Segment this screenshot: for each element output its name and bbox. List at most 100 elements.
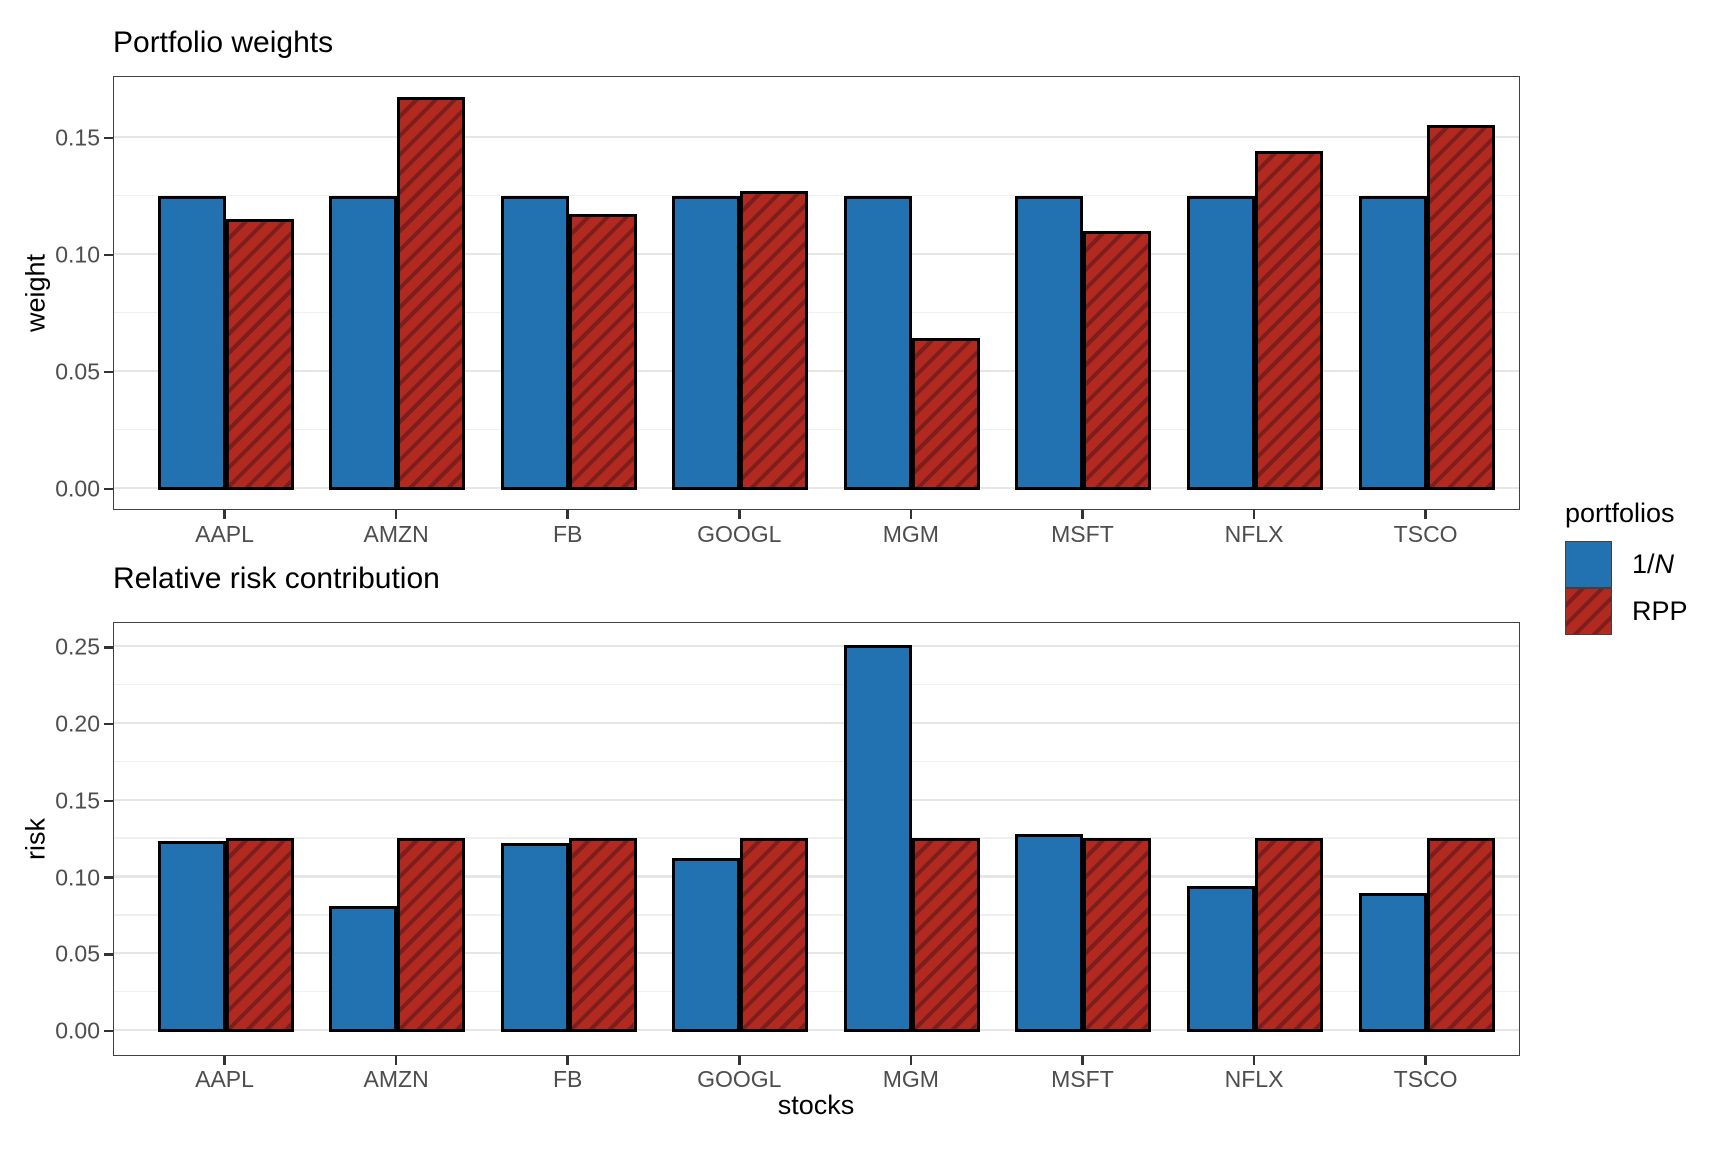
x-axis-tick (1252, 510, 1256, 519)
x-axis-tick (909, 1056, 913, 1065)
bar-weights-fb-1n (500, 195, 569, 490)
grid-major-line (114, 952, 1519, 955)
bar-weights-tsco-1n (1358, 195, 1427, 490)
grid-minor-line (114, 428, 1519, 431)
legend-swatch-rpp (1565, 588, 1612, 635)
x-tick-label: NFLX (1224, 521, 1284, 547)
x-axis-tick (394, 510, 398, 519)
grid-major-line (114, 721, 1519, 725)
x-tick-label: MGM (882, 1066, 939, 1092)
bar-weights-fb-rpp (568, 214, 637, 490)
y-axis-tick (104, 799, 113, 803)
legend-title: portfolios (1565, 498, 1675, 528)
x-axis-tick (394, 1056, 398, 1065)
bar-risk-nflx-rpp (1255, 838, 1324, 1032)
x-tick-label: TSCO (1393, 521, 1458, 547)
x-axis-tick (566, 510, 569, 519)
y-axis-tick (104, 1029, 113, 1033)
grid-major-line (114, 645, 1519, 648)
x-axis-tick (1081, 1056, 1084, 1065)
legend-label-1n: 1/N (1632, 549, 1675, 579)
x-axis-tick (738, 1056, 741, 1065)
bar-weights-googl-rpp (740, 190, 809, 490)
x-tick-label: AAPL (195, 1066, 254, 1092)
grid-minor-line (114, 311, 1519, 314)
bar-risk-fb-1n (500, 842, 569, 1032)
plot-panel-weights (113, 76, 1520, 510)
x-tick-label: TSCO (1393, 1066, 1458, 1092)
grid-minor-line (114, 990, 1519, 993)
x-tick-label: FB (552, 1066, 583, 1092)
grid-major-line (114, 252, 1519, 256)
legend: portfolios 1/N RPP (1565, 498, 1688, 635)
x-axis-tick (223, 510, 226, 519)
bar-risk-amzn-1n (329, 905, 398, 1032)
bar-risk-aapl-rpp (225, 838, 294, 1032)
bar-weights-mgm-rpp (911, 338, 980, 490)
x-axis-tick (1081, 510, 1084, 519)
y-axis-tick (104, 487, 113, 491)
grid-minor-line (114, 760, 1519, 763)
x-tick-label: MSFT (1051, 521, 1114, 547)
x-tick-label: MSFT (1051, 1066, 1114, 1092)
x-axis-tick (223, 1056, 226, 1065)
y-axis-tick (104, 876, 113, 879)
grid-minor-line (114, 194, 1519, 197)
y-axis-tick (104, 136, 113, 140)
grid-major-line (114, 1028, 1519, 1032)
x-axis-tick (566, 1056, 569, 1065)
bar-weights-tsco-rpp (1426, 125, 1495, 490)
plot-panel-risk (113, 622, 1520, 1056)
italic-variable: N (1654, 549, 1675, 579)
y-tick-label: 0.10 (55, 241, 100, 268)
y-axis-title-weight: weight (20, 253, 51, 333)
bar-weights-amzn-1n (329, 195, 398, 490)
y-axis-tick (104, 722, 113, 726)
bar-weights-googl-1n (672, 195, 741, 490)
y-tick-label: 0.05 (55, 358, 100, 385)
y-axis-tick (104, 370, 113, 374)
x-tick-label: AMZN (363, 521, 429, 547)
legend-swatch-1n (1565, 541, 1612, 588)
bar-risk-googl-1n (672, 858, 741, 1032)
y-tick-label: 0.05 (55, 940, 100, 967)
chart-title-risk: Relative risk contribution (113, 562, 440, 595)
bar-weights-msft-rpp (1083, 230, 1152, 490)
x-axis-title-stocks: stocks (777, 1090, 855, 1120)
y-tick-label: 0.00 (55, 1017, 100, 1044)
legend-item-1n: 1/N (1565, 541, 1688, 588)
grid-major-line (114, 486, 1519, 490)
x-axis-tick (738, 510, 741, 519)
bar-weights-aapl-1n (157, 195, 226, 490)
x-axis-tick (1424, 1056, 1427, 1065)
bar-risk-mgm-rpp (911, 838, 980, 1032)
x-tick-label: AAPL (195, 521, 254, 547)
y-axis-tick (104, 253, 113, 257)
grid-major-line (114, 135, 1519, 139)
bar-risk-nflx-1n (1187, 885, 1256, 1032)
bar-risk-googl-rpp (740, 838, 809, 1032)
x-tick-label: NFLX (1224, 1066, 1284, 1092)
bar-risk-aapl-1n (157, 841, 226, 1032)
bar-risk-tsco-1n (1358, 893, 1427, 1032)
x-tick-label: FB (552, 521, 583, 547)
y-tick-label: 0.20 (55, 710, 100, 737)
x-axis-tick (909, 510, 913, 519)
x-tick-label: GOOGL (697, 521, 782, 547)
y-tick-label: 0.00 (55, 475, 100, 502)
chart-title-weights: Portfolio weights (113, 26, 334, 59)
legend-label-rpp: RPP (1632, 596, 1688, 626)
bar-risk-tsco-rpp (1426, 838, 1495, 1032)
x-tick-label: GOOGL (697, 1066, 782, 1092)
bar-weights-nflx-1n (1187, 195, 1256, 490)
grid-major-line (114, 369, 1519, 373)
y-axis-tick (104, 953, 113, 956)
grid-major-line (114, 875, 1519, 878)
bar-risk-msft-1n (1015, 833, 1084, 1032)
grid-minor-line (114, 684, 1519, 686)
bar-risk-mgm-1n (843, 644, 912, 1032)
grid-minor-line (114, 914, 1519, 916)
bar-risk-fb-rpp (568, 838, 637, 1032)
bar-risk-amzn-rpp (397, 838, 466, 1032)
